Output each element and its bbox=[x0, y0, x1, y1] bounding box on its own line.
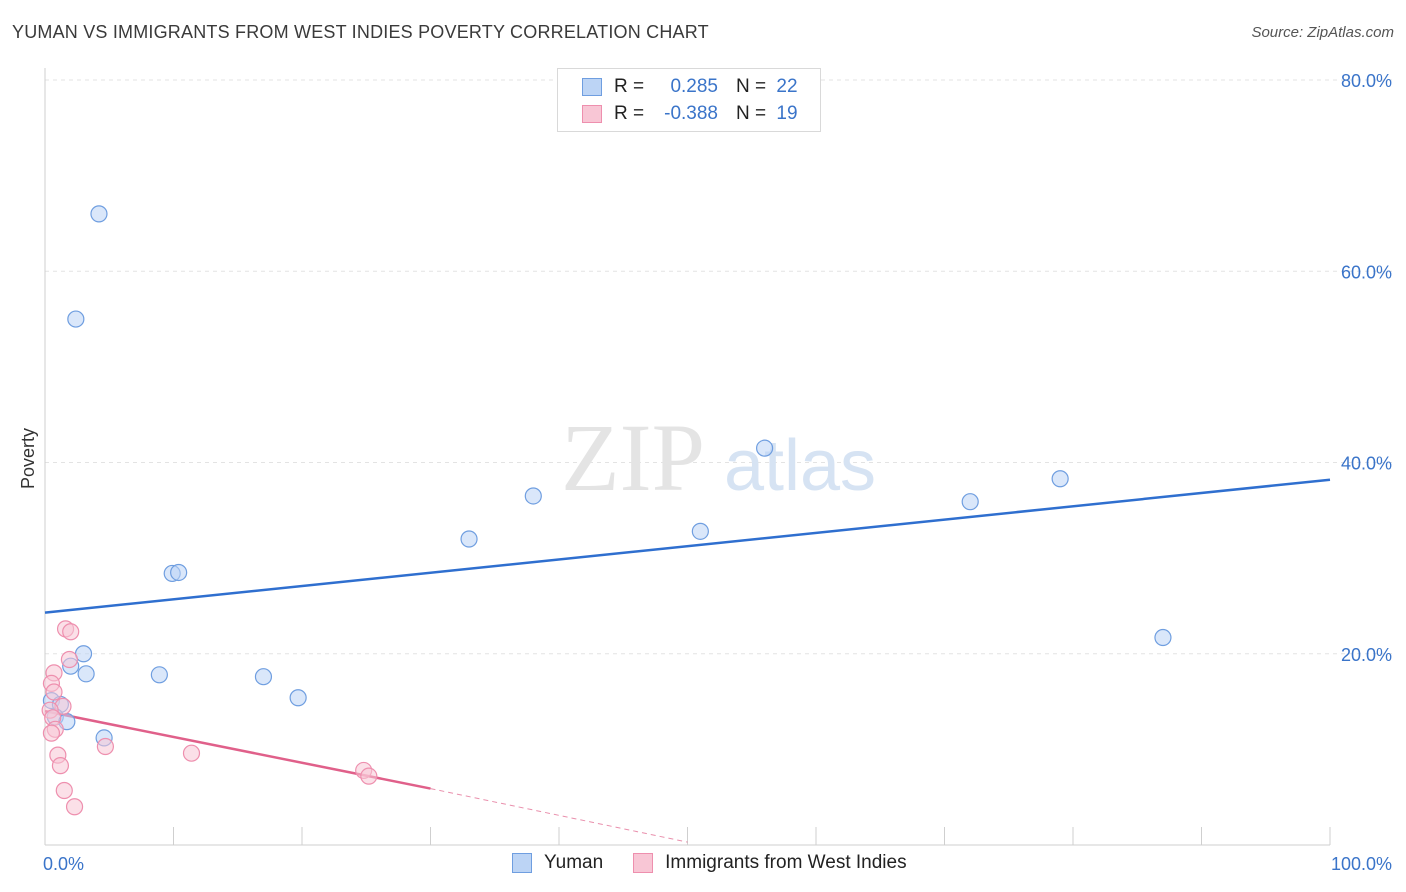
legend-n-label: N = bbox=[736, 103, 767, 124]
axis-labels: 20.0% 40.0% 60.0% 80.0% 0.0% 100.0% Poverty bbox=[18, 71, 1392, 874]
y-tick-label: 80.0% bbox=[1341, 71, 1392, 91]
point-west-indies bbox=[45, 683, 63, 701]
point-yuman bbox=[90, 205, 108, 223]
legend-r-label: R = bbox=[614, 76, 645, 97]
legend-n-label: N = bbox=[736, 76, 767, 97]
legend-r-value: -0.388 bbox=[664, 103, 718, 124]
legend-label-yuman: Yuman bbox=[544, 852, 604, 873]
point-yuman bbox=[170, 563, 188, 582]
point-west-indies bbox=[60, 650, 79, 669]
point-yuman bbox=[755, 439, 774, 457]
point-yuman bbox=[1154, 628, 1172, 647]
legend-swatch-yuman bbox=[582, 78, 602, 96]
legend-item-yuman: Yuman bbox=[512, 852, 603, 874]
watermark-zip: ZIP bbox=[561, 404, 705, 511]
point-west-indies bbox=[51, 757, 70, 775]
legend-n-value: 19 bbox=[776, 103, 798, 124]
point-yuman bbox=[691, 522, 709, 540]
chart-title: YUMAN VS IMMIGRANTS FROM WEST INDIES POV… bbox=[12, 22, 709, 42]
legend-n-value: 22 bbox=[776, 76, 798, 97]
x-tick-label-min: 0.0% bbox=[43, 854, 84, 874]
point-west-indies bbox=[62, 623, 80, 641]
y-tick-label: 60.0% bbox=[1341, 262, 1392, 282]
trend-line-west-indies-extension bbox=[430, 788, 688, 843]
y-tick-label: 40.0% bbox=[1341, 454, 1392, 474]
point-yuman bbox=[460, 530, 478, 548]
point-yuman bbox=[254, 668, 273, 686]
trend-lines bbox=[44, 478, 1331, 843]
x-tick-label-max: 100.0% bbox=[1331, 854, 1392, 874]
point-west-indies bbox=[182, 744, 201, 762]
y-tick-label: 20.0% bbox=[1341, 645, 1392, 665]
point-west-indies bbox=[42, 724, 61, 742]
point-yuman bbox=[150, 666, 168, 684]
trend-line-yuman bbox=[44, 478, 1331, 614]
legend-r-value: 0.285 bbox=[670, 76, 718, 97]
grid-lines bbox=[45, 79, 1392, 655]
watermark-atlas: atlas bbox=[724, 426, 876, 506]
legend-swatch-west-indies bbox=[633, 853, 654, 873]
legend-r-label: R = bbox=[614, 103, 645, 124]
point-west-indies bbox=[55, 781, 73, 800]
stats-legend: R = 0.285 N = 22 R = -0.388 N = 19 bbox=[557, 68, 821, 132]
legend-item-west-indies: Immigrants from West Indies bbox=[633, 852, 907, 874]
data-points bbox=[41, 205, 1172, 816]
legend-label-west-indies: Immigrants from West Indies bbox=[665, 852, 907, 873]
point-yuman bbox=[77, 665, 95, 683]
legend-swatch-west-indies bbox=[582, 105, 602, 123]
point-west-indies bbox=[360, 767, 378, 785]
watermark: ZIP atlas bbox=[561, 404, 876, 511]
source-label: Source: ZipAtlas.com bbox=[1251, 24, 1394, 41]
point-yuman bbox=[961, 493, 979, 511]
point-yuman bbox=[67, 310, 85, 328]
point-yuman bbox=[1051, 470, 1069, 488]
legend-row-west-indies: R = -0.388 N = 19 bbox=[582, 102, 800, 126]
series-legend: Yuman Immigrants from West Indies bbox=[512, 852, 937, 874]
point-yuman bbox=[289, 689, 307, 707]
point-west-indies bbox=[96, 737, 114, 756]
y-axis-label: Poverty bbox=[18, 428, 38, 489]
legend-swatch-yuman bbox=[512, 853, 532, 873]
point-west-indies bbox=[65, 798, 84, 816]
legend-row-yuman: R = 0.285 N = 22 bbox=[582, 75, 800, 99]
point-yuman bbox=[524, 487, 542, 505]
